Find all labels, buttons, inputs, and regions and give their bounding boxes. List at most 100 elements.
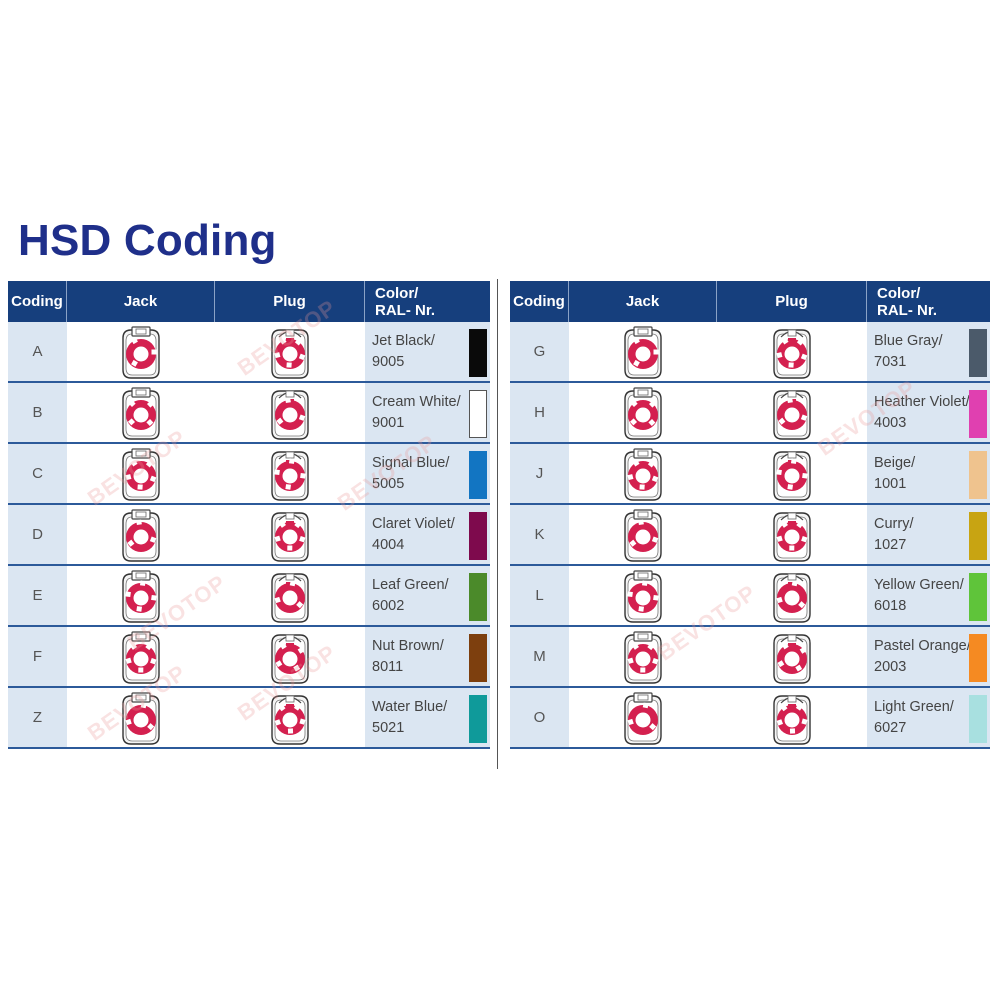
color-cell: Yellow Green/ 6018 [867,566,990,625]
color-ral-label: Beige/ 1001 [874,454,916,492]
jack-connector-icon [569,505,717,564]
color-cell: Cream White/ 9001 [365,383,490,442]
color-swatch [469,573,487,621]
color-ral-label: Yellow Green/ 6018 [874,576,964,614]
color-cell: Heather Violet/ 4003 [867,383,990,442]
color-ral-label: Leaf Green/ 6002 [372,576,449,614]
coding-letter: M [510,627,569,686]
plug-connector-icon [215,383,365,442]
plug-connector-icon [717,322,867,381]
coding-letter: F [8,627,67,686]
table-row: O Light Green/ 6027 [510,688,990,749]
header-jack: Jack [67,281,215,322]
coding-letter: L [510,566,569,625]
jack-connector-icon [569,383,717,442]
plug-connector-icon [717,566,867,625]
plug-connector-icon [215,505,365,564]
color-swatch [969,573,987,621]
jack-connector-icon [569,688,717,747]
color-swatch [969,695,987,743]
plug-connector-icon [717,383,867,442]
color-swatch [469,634,487,682]
plug-connector-icon [717,444,867,503]
coding-letter: B [8,383,67,442]
plug-connector-icon [215,566,365,625]
plug-connector-icon [717,505,867,564]
plug-connector-icon [215,627,365,686]
table-row: A Jet Black/ 9005 [8,322,490,383]
jack-connector-icon [67,505,215,564]
jack-connector-icon [67,566,215,625]
coding-letter: Z [8,688,67,747]
table-row: F Nut Brown/ 8011 [8,627,490,688]
table-row: M Pastel Orange/ 2003 [510,627,990,688]
header-plug: Plug [215,281,365,322]
coding-letter: G [510,322,569,381]
table-row: E Leaf Green/ 6002 [8,566,490,627]
coding-letter: D [8,505,67,564]
table-divider [497,279,498,769]
color-ral-label: Pastel Orange/ 2003 [874,637,971,675]
color-cell: Blue Gray/ 7031 [867,322,990,381]
coding-letter: A [8,322,67,381]
color-ral-label: Light Green/ 6027 [874,698,954,736]
color-swatch [969,512,987,560]
plug-connector-icon [717,688,867,747]
color-swatch [969,451,987,499]
jack-connector-icon [67,627,215,686]
table-row: G Blue Gray/ 7031 [510,322,990,383]
table-header: Coding Jack Plug Color/ RAL- Nr. [510,281,990,322]
coding-letter: J [510,444,569,503]
header-plug: Plug [717,281,867,322]
table-row: L Yellow Green/ 6018 [510,566,990,627]
table-body: G Blue Gray/ 7031 H [510,322,990,749]
jack-connector-icon [67,322,215,381]
color-swatch [969,390,987,438]
color-cell: Jet Black/ 9005 [365,322,490,381]
table-row: D Claret Violet/ 4004 [8,505,490,566]
header-jack: Jack [569,281,717,322]
color-swatch [469,390,487,438]
jack-connector-icon [569,444,717,503]
color-cell: Pastel Orange/ 2003 [867,627,990,686]
table-row: H Heather Violet/ 4003 [510,383,990,444]
color-ral-label: Curry/ 1027 [874,515,914,553]
color-ral-label: Water Blue/ 5021 [372,698,448,736]
color-swatch [969,329,987,377]
color-swatch [469,695,487,743]
coding-letter: E [8,566,67,625]
coding-letter: K [510,505,569,564]
table-row: C Signal Blue/ 5005 [8,444,490,505]
header-coding: Coding [8,281,67,322]
table-header: Coding Jack Plug Color/ RAL- Nr. [8,281,490,322]
jack-connector-icon [569,566,717,625]
color-cell: Light Green/ 6027 [867,688,990,747]
color-cell: Water Blue/ 5021 [365,688,490,747]
plug-connector-icon [717,627,867,686]
header-color: Color/ RAL- Nr. [375,284,435,319]
color-cell: Nut Brown/ 8011 [365,627,490,686]
jack-connector-icon [67,444,215,503]
table-row: K Curry/ 1027 [510,505,990,566]
page-title: HSD Coding [18,216,277,265]
color-cell: Curry/ 1027 [867,505,990,564]
table-body: A Jet Black/ 9005 B [8,322,490,749]
coding-letter: C [8,444,67,503]
jack-connector-icon [569,322,717,381]
plug-connector-icon [215,688,365,747]
coding-table-right: Coding Jack Plug Color/ RAL- Nr. G Blue … [510,281,990,761]
table-row: Z Water Blue/ 5021 [8,688,490,749]
color-ral-label: Cream White/ 9001 [372,393,461,431]
header-coding: Coding [510,281,569,322]
plug-connector-icon [215,444,365,503]
jack-connector-icon [569,627,717,686]
table-row: B Cream White/ 9001 [8,383,490,444]
jack-connector-icon [67,383,215,442]
header-color: Color/ RAL- Nr. [877,284,937,319]
coding-letter: H [510,383,569,442]
color-cell: Leaf Green/ 6002 [365,566,490,625]
color-ral-label: Blue Gray/ 7031 [874,332,943,370]
color-ral-label: Jet Black/ 9005 [372,332,435,370]
plug-connector-icon [215,322,365,381]
color-cell: Signal Blue/ 5005 [365,444,490,503]
